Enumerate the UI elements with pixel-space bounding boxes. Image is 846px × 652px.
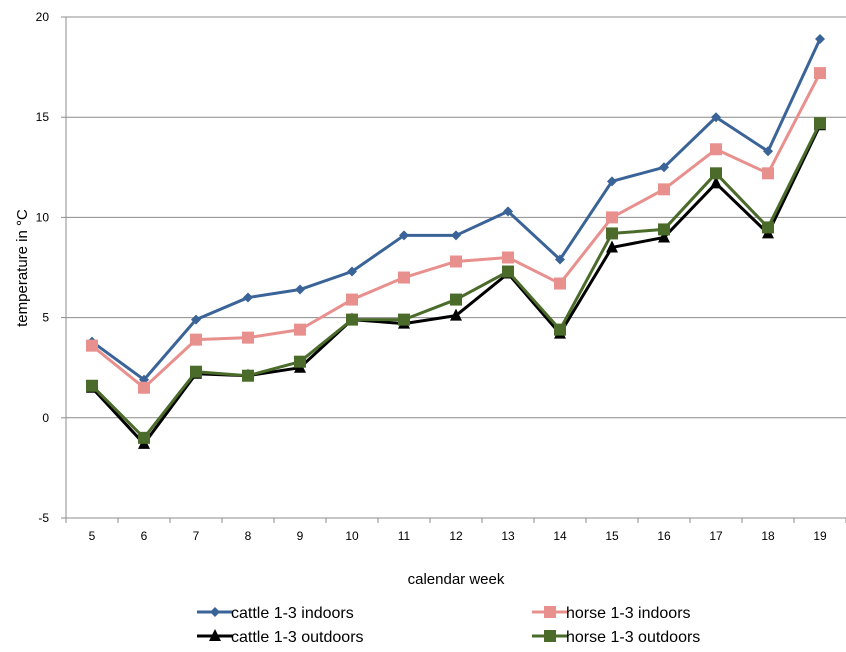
- x-tick-label: 16: [657, 529, 671, 543]
- y-tick-label: 20: [36, 10, 50, 24]
- data-point: [606, 240, 618, 253]
- series-4: [86, 117, 826, 444]
- series-line: [91, 38, 822, 382]
- data-point: [554, 277, 566, 290]
- data-point: [762, 167, 774, 180]
- data-point: [242, 331, 254, 344]
- legend-entry: horse 1-3 indoors: [532, 605, 691, 622]
- x-tick-label: 17: [709, 529, 723, 543]
- legend-label: horse 1-3 indoors: [566, 605, 691, 622]
- data-point: [544, 630, 556, 642]
- data-point: [346, 293, 358, 306]
- data-point: [710, 176, 722, 189]
- data-point: [658, 223, 670, 236]
- data-point: [347, 266, 357, 277]
- data-point: [815, 34, 825, 45]
- gridlines: [66, 16, 846, 519]
- data-point: [659, 162, 669, 173]
- data-point: [243, 292, 253, 303]
- data-point: [190, 365, 202, 378]
- y-axis-title: temperature in °C: [14, 209, 31, 327]
- data-point: [658, 183, 670, 196]
- legend-label: cattle 1-3 outdoors: [231, 629, 364, 646]
- data-point: [399, 230, 409, 241]
- data-point: [294, 323, 306, 336]
- data-point: [658, 230, 670, 243]
- data-point: [451, 230, 461, 241]
- data-point: [554, 323, 566, 336]
- data-point: [86, 339, 98, 352]
- data-point: [503, 206, 513, 217]
- data-point: [346, 313, 358, 326]
- x-tick-label: 9: [297, 529, 304, 543]
- x-tick-label: 15: [605, 529, 619, 543]
- series-2: [86, 67, 826, 394]
- x-tick-label: 12: [449, 529, 463, 543]
- x-tick-label: 5: [89, 529, 96, 543]
- y-tick-label: 0: [42, 411, 49, 425]
- data-point: [555, 254, 565, 265]
- data-point: [502, 251, 514, 264]
- data-point: [210, 607, 220, 617]
- x-tick-label: 13: [501, 529, 515, 543]
- legend-label: horse 1-3 outdoors: [566, 629, 700, 646]
- legend-entry: cattle 1-3 indoors: [197, 605, 354, 622]
- data-point: [209, 629, 221, 641]
- data-point: [138, 381, 150, 394]
- x-tick-label: 11: [398, 529, 411, 543]
- x-tick-label: 18: [761, 529, 775, 543]
- data-point: [190, 333, 202, 346]
- x-tick-label: 8: [245, 529, 252, 543]
- legend-entry: cattle 1-3 outdoors: [197, 629, 364, 646]
- data-point: [191, 314, 201, 325]
- x-tick-label: 6: [141, 529, 148, 543]
- data-point: [398, 313, 410, 326]
- data-point: [544, 606, 556, 618]
- tick-labels: -5 0 5 10 15 20 5 6 7 8 9 10 11 12 13 14 15 16 17 18 19: [36, 10, 827, 543]
- data-point: [762, 221, 774, 234]
- data-point: [607, 176, 617, 187]
- series: [86, 34, 826, 449]
- data-point: [450, 308, 462, 321]
- data-point: [606, 211, 618, 224]
- data-point: [710, 167, 722, 180]
- data-point: [763, 146, 773, 157]
- legend: cattle 1-3 indoors horse 1-3 indoors cattl…: [197, 605, 700, 646]
- series-1: [87, 34, 825, 385]
- data-point: [242, 369, 254, 382]
- data-point: [450, 255, 462, 268]
- axes: [61, 16, 846, 523]
- data-point: [711, 112, 721, 123]
- data-point: [450, 293, 462, 306]
- y-tick-label: 10: [36, 210, 50, 224]
- data-point: [502, 265, 514, 278]
- data-point: [294, 355, 306, 368]
- data-point: [814, 117, 826, 130]
- data-point: [398, 271, 410, 284]
- legend-entry: horse 1-3 outdoors: [532, 629, 700, 646]
- data-point: [86, 379, 98, 392]
- y-tick-label: 15: [36, 110, 50, 124]
- x-tick-label: 7: [193, 529, 200, 543]
- data-point: [606, 227, 618, 240]
- x-tick-label: 10: [345, 529, 359, 543]
- data-point: [295, 284, 305, 295]
- x-tick-label: 19: [813, 529, 827, 543]
- y-tick-label: 5: [42, 311, 49, 325]
- data-point: [814, 67, 826, 80]
- data-point: [138, 431, 150, 444]
- y-tick-label: -5: [38, 511, 49, 525]
- x-axis-title: calendar week: [408, 571, 505, 588]
- data-point: [710, 143, 722, 156]
- x-tick-label: 14: [553, 529, 567, 543]
- legend-label: cattle 1-3 indoors: [231, 605, 354, 622]
